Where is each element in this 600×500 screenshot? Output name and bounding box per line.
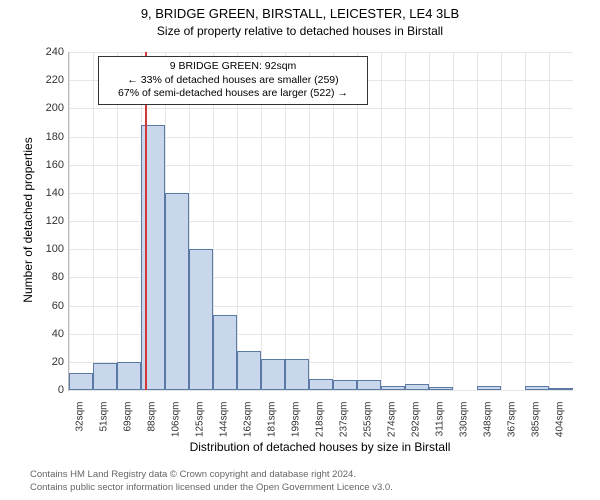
- footer-attribution: Contains HM Land Registry data © Crown c…: [30, 469, 393, 494]
- x-tick-label: 162sqm: [243, 402, 254, 446]
- grid-line-vertical: [549, 52, 550, 390]
- histogram-bar: [309, 379, 333, 390]
- x-tick-label: 125sqm: [195, 402, 206, 446]
- footer-line-1: Contains HM Land Registry data © Crown c…: [30, 469, 393, 481]
- histogram-bar: [429, 387, 453, 390]
- footer-line-2: Contains public sector information licen…: [30, 482, 393, 494]
- x-tick-label: 199sqm: [291, 402, 302, 446]
- grid-line-vertical: [69, 52, 70, 390]
- grid-line-vertical: [429, 52, 430, 390]
- y-tick-label: 20: [36, 356, 64, 368]
- histogram-bar: [93, 363, 117, 390]
- histogram-bar: [549, 388, 573, 390]
- grid-line-vertical: [501, 52, 502, 390]
- y-axis-label: Number of detached properties: [21, 120, 35, 320]
- grid-line-vertical: [405, 52, 406, 390]
- histogram-bar: [165, 193, 189, 390]
- histogram-bar: [189, 249, 213, 390]
- x-tick-label: 385sqm: [531, 402, 542, 446]
- page-subtitle: Size of property relative to detached ho…: [0, 24, 600, 38]
- histogram-bar: [381, 386, 405, 390]
- histogram-bar: [477, 386, 501, 390]
- grid-line-vertical: [93, 52, 94, 390]
- x-tick-label: 330sqm: [459, 402, 470, 446]
- y-tick-label: 60: [36, 300, 64, 312]
- x-tick-label: 274sqm: [387, 402, 398, 446]
- y-tick-label: 180: [36, 131, 64, 143]
- histogram-bar: [261, 359, 285, 390]
- info-line-2: ← 33% of detached houses are smaller (25…: [105, 74, 361, 88]
- x-tick-label: 144sqm: [219, 402, 230, 446]
- grid-line-vertical: [453, 52, 454, 390]
- x-tick-label: 367sqm: [507, 402, 518, 446]
- y-tick-label: 0: [36, 384, 64, 396]
- x-tick-label: 237sqm: [339, 402, 350, 446]
- histogram-bar: [237, 351, 261, 390]
- y-tick-label: 240: [36, 46, 64, 58]
- grid-line-vertical: [477, 52, 478, 390]
- x-tick-label: 404sqm: [555, 402, 566, 446]
- histogram-bar: [405, 384, 429, 390]
- y-tick-label: 220: [36, 74, 64, 86]
- histogram-bar: [357, 380, 381, 390]
- histogram-bar: [69, 373, 93, 390]
- grid-line-horizontal: [69, 390, 573, 391]
- x-tick-label: 106sqm: [171, 402, 182, 446]
- x-tick-label: 88sqm: [147, 402, 158, 446]
- grid-line-vertical: [381, 52, 382, 390]
- x-tick-label: 348sqm: [483, 402, 494, 446]
- info-line-1: 9 BRIDGE GREEN: 92sqm: [105, 60, 361, 74]
- histogram-bar: [285, 359, 309, 390]
- y-tick-label: 120: [36, 215, 64, 227]
- x-tick-label: 255sqm: [363, 402, 374, 446]
- x-tick-label: 218sqm: [315, 402, 326, 446]
- histogram-bar: [333, 380, 357, 390]
- x-tick-label: 311sqm: [435, 402, 446, 446]
- x-tick-label: 181sqm: [267, 402, 278, 446]
- x-tick-label: 32sqm: [75, 402, 86, 446]
- page-title: 9, BRIDGE GREEN, BIRSTALL, LEICESTER, LE…: [0, 6, 600, 21]
- grid-line-vertical: [525, 52, 526, 390]
- info-line-3: 67% of semi-detached houses are larger (…: [105, 87, 361, 101]
- histogram-bar: [213, 315, 237, 390]
- y-tick-label: 80: [36, 271, 64, 283]
- y-tick-label: 200: [36, 102, 64, 114]
- y-tick-label: 40: [36, 328, 64, 340]
- histogram-bar: [117, 362, 141, 390]
- y-tick-label: 100: [36, 243, 64, 255]
- chart-info-box: 9 BRIDGE GREEN: 92sqm ← 33% of detached …: [98, 56, 368, 105]
- x-tick-label: 51sqm: [99, 402, 110, 446]
- y-tick-label: 140: [36, 187, 64, 199]
- histogram-bar: [525, 386, 549, 390]
- y-tick-label: 160: [36, 159, 64, 171]
- x-tick-label: 292sqm: [411, 402, 422, 446]
- x-tick-label: 69sqm: [123, 402, 134, 446]
